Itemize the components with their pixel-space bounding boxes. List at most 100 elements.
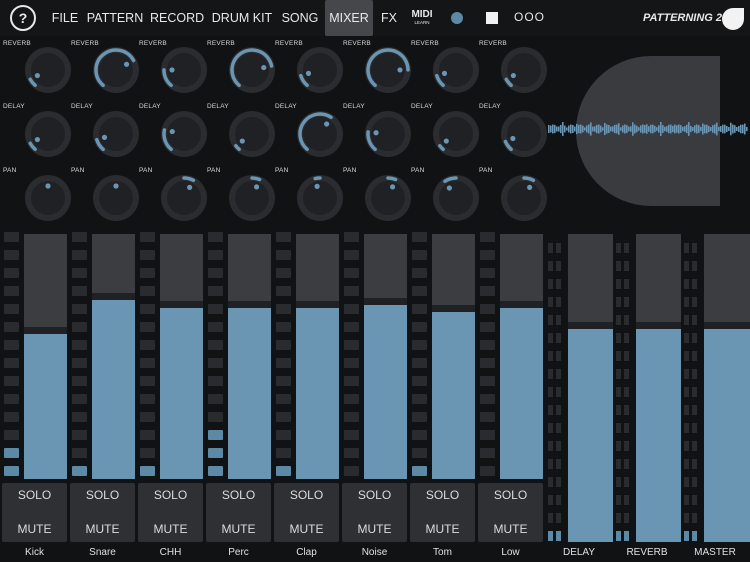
level-meter-segment xyxy=(4,466,19,476)
volume-fader-kick[interactable] xyxy=(24,234,67,479)
mute-button[interactable]: MUTE xyxy=(153,522,188,536)
bus-meter-segment xyxy=(548,531,553,541)
bus-meter-segment xyxy=(692,513,697,523)
solo-button[interactable]: SOLO xyxy=(85,488,120,502)
volume-fader-tom[interactable] xyxy=(432,234,475,479)
menu-fx[interactable]: FX xyxy=(381,11,397,25)
bus-fader-reverb[interactable] xyxy=(636,234,681,542)
midi-learn-button[interactable]: MIDI LEARN xyxy=(410,9,434,29)
pan-knob-snare[interactable] xyxy=(92,174,140,222)
delay-knob-label: DELAY xyxy=(275,103,297,110)
mute-button[interactable]: MUTE xyxy=(493,522,528,536)
bus-name: MASTER xyxy=(694,547,736,558)
level-meter-segment xyxy=(72,322,87,332)
mute-button[interactable]: MUTE xyxy=(17,522,52,536)
bus-meter-segment xyxy=(684,351,689,361)
menu-song[interactable]: SONG xyxy=(281,11,319,25)
fader-handle[interactable] xyxy=(364,298,407,306)
pan-knob-kick[interactable] xyxy=(24,174,72,222)
volume-fader-low[interactable] xyxy=(500,234,543,479)
fader-handle[interactable] xyxy=(500,300,543,308)
delay-knob-snare[interactable] xyxy=(92,110,140,158)
level-meter-segment xyxy=(140,322,155,332)
bus-meter-segment xyxy=(624,531,629,541)
bus-meter-segment xyxy=(624,333,629,343)
solo-button[interactable]: SOLO xyxy=(425,488,460,502)
bus-meter-segment xyxy=(692,441,697,451)
solo-button[interactable]: SOLO xyxy=(289,488,324,502)
volume-fader-snare[interactable] xyxy=(92,234,135,479)
menu-mixer[interactable]: MIXER xyxy=(325,0,373,36)
pan-knob-chh[interactable] xyxy=(160,174,208,222)
volume-fader-clap[interactable] xyxy=(296,234,339,479)
reverb-knob-perc[interactable] xyxy=(228,46,276,94)
fader-handle[interactable] xyxy=(704,322,750,330)
level-meter-segment xyxy=(72,430,87,440)
level-meter-segment xyxy=(208,322,223,332)
bus-meter-segment xyxy=(556,423,561,433)
level-meter-segment xyxy=(480,232,495,242)
help-button[interactable]: ? xyxy=(10,5,36,31)
mute-button[interactable]: MUTE xyxy=(221,522,256,536)
delay-knob-kick[interactable] xyxy=(24,110,72,158)
fader-handle[interactable] xyxy=(92,293,135,301)
level-meter-segment xyxy=(480,304,495,314)
pan-knob-label: PAN xyxy=(479,167,493,174)
reverb-knob-snare[interactable] xyxy=(92,46,140,94)
pan-knob-low[interactable] xyxy=(500,174,548,222)
app-title: PATTERNING 2 xyxy=(643,12,723,24)
menu-drum-kit[interactable]: DRUM KIT xyxy=(211,11,273,25)
volume-fader-noise[interactable] xyxy=(364,234,407,479)
fader-handle[interactable] xyxy=(228,300,271,308)
delay-knob-perc[interactable] xyxy=(228,110,276,158)
bus-meter-segment xyxy=(616,279,621,289)
midi-learn-title: MIDI xyxy=(411,9,433,20)
menu-pattern[interactable]: PATTERN xyxy=(86,11,144,25)
reverb-knob-kick[interactable] xyxy=(24,46,72,94)
level-meter-segment xyxy=(208,430,223,440)
bus-meter-segment xyxy=(616,531,621,541)
solo-button[interactable]: SOLO xyxy=(221,488,256,502)
stop-icon[interactable] xyxy=(486,12,498,24)
delay-knob-noise[interactable] xyxy=(364,110,412,158)
record-icon[interactable] xyxy=(451,12,463,24)
pan-knob-tom[interactable] xyxy=(432,174,480,222)
more-menu-button[interactable]: OOO xyxy=(514,10,546,24)
reverb-knob-low[interactable] xyxy=(500,46,548,94)
bus-fader-delay[interactable] xyxy=(568,234,613,542)
solo-button[interactable]: SOLO xyxy=(357,488,392,502)
pan-knob-perc[interactable] xyxy=(228,174,276,222)
mute-button[interactable]: MUTE xyxy=(85,522,120,536)
menu-record[interactable]: RECORD xyxy=(150,11,205,25)
reverb-knob-noise[interactable] xyxy=(364,46,412,94)
delay-knob-tom[interactable] xyxy=(432,110,480,158)
fader-handle[interactable] xyxy=(636,322,681,330)
volume-fader-perc[interactable] xyxy=(228,234,271,479)
reverb-knob-tom[interactable] xyxy=(432,46,480,94)
channel-name: Snare xyxy=(89,547,116,558)
fader-handle[interactable] xyxy=(160,300,203,308)
bus-meter-segment xyxy=(624,243,629,253)
delay-knob-clap[interactable] xyxy=(296,110,344,158)
bus-meter-segment xyxy=(548,243,553,253)
fader-handle[interactable] xyxy=(568,322,613,330)
reverb-knob-chh[interactable] xyxy=(160,46,208,94)
solo-button[interactable]: SOLO xyxy=(493,488,528,502)
bus-fader-master[interactable] xyxy=(704,234,750,542)
pan-knob-clap[interactable] xyxy=(296,174,344,222)
delay-knob-low[interactable] xyxy=(500,110,548,158)
fader-handle[interactable] xyxy=(296,300,339,308)
reverb-knob-clap[interactable] xyxy=(296,46,344,94)
menu-file[interactable]: FILE xyxy=(51,11,79,25)
fader-handle[interactable] xyxy=(24,327,67,335)
mute-button[interactable]: MUTE xyxy=(425,522,460,536)
pan-knob-noise[interactable] xyxy=(364,174,412,222)
solo-button[interactable]: SOLO xyxy=(153,488,188,502)
level-meter-segment xyxy=(480,322,495,332)
delay-knob-chh[interactable] xyxy=(160,110,208,158)
mute-button[interactable]: MUTE xyxy=(289,522,324,536)
fader-handle[interactable] xyxy=(432,305,475,313)
solo-button[interactable]: SOLO xyxy=(17,488,52,502)
volume-fader-chh[interactable] xyxy=(160,234,203,479)
mute-button[interactable]: MUTE xyxy=(357,522,392,536)
